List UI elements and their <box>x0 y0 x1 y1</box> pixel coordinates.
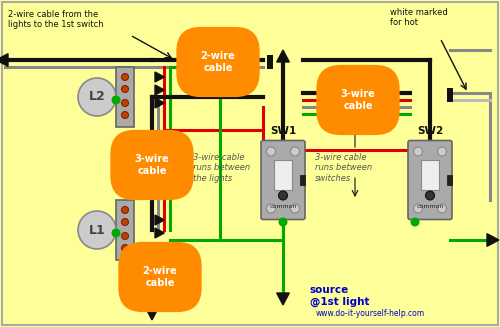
Text: source
@1st light: source @1st light <box>310 285 370 307</box>
Circle shape <box>414 204 422 213</box>
Circle shape <box>410 217 420 227</box>
Circle shape <box>278 191 287 200</box>
Text: common: common <box>416 204 444 209</box>
Circle shape <box>122 218 128 226</box>
Circle shape <box>426 191 434 200</box>
Polygon shape <box>276 293 289 305</box>
Polygon shape <box>155 98 164 108</box>
Text: 2-wire
cable: 2-wire cable <box>142 266 178 288</box>
Circle shape <box>122 85 128 93</box>
Text: 3-wire cable
runs between
the lights: 3-wire cable runs between the lights <box>193 153 250 183</box>
Text: www.do-it-yourself-help.com: www.do-it-yourself-help.com <box>316 309 424 318</box>
Text: 2-wire cable from the
lights to the 1st switch: 2-wire cable from the lights to the 1st … <box>8 10 104 29</box>
Text: SW1: SW1 <box>270 127 296 136</box>
Circle shape <box>266 204 276 213</box>
Polygon shape <box>155 228 164 238</box>
Circle shape <box>122 206 128 214</box>
Text: common: common <box>269 204 297 209</box>
Bar <box>274 160 292 190</box>
Text: 3-wire
cable: 3-wire cable <box>340 89 376 111</box>
Polygon shape <box>155 215 164 225</box>
Bar <box>447 88 453 102</box>
Polygon shape <box>146 253 158 265</box>
Circle shape <box>78 211 116 249</box>
Text: 3-wire cable
runs between
switches: 3-wire cable runs between switches <box>315 153 372 183</box>
Circle shape <box>122 245 128 251</box>
Bar <box>116 67 134 127</box>
Bar <box>300 175 305 185</box>
Circle shape <box>290 204 300 213</box>
Text: SW2: SW2 <box>417 127 443 136</box>
Polygon shape <box>155 85 164 95</box>
Bar <box>227 55 233 69</box>
Polygon shape <box>0 54 8 66</box>
Text: 3-wire
cable: 3-wire cable <box>134 154 170 176</box>
Circle shape <box>78 78 116 116</box>
Circle shape <box>122 99 128 107</box>
Circle shape <box>438 147 446 156</box>
Polygon shape <box>487 234 499 246</box>
Polygon shape <box>276 50 289 62</box>
Circle shape <box>414 147 422 156</box>
Circle shape <box>266 147 276 156</box>
Text: L2: L2 <box>88 91 106 104</box>
Circle shape <box>278 217 287 227</box>
Circle shape <box>122 112 128 118</box>
Polygon shape <box>155 72 164 82</box>
Circle shape <box>112 229 120 237</box>
FancyBboxPatch shape <box>408 141 452 219</box>
Circle shape <box>438 204 446 213</box>
Circle shape <box>112 95 120 105</box>
Text: 2-wire
cable: 2-wire cable <box>200 51 235 73</box>
Bar <box>421 160 439 190</box>
Circle shape <box>122 232 128 239</box>
Bar <box>447 175 452 185</box>
Polygon shape <box>146 308 158 320</box>
Text: L1: L1 <box>88 223 106 236</box>
Circle shape <box>122 74 128 80</box>
FancyBboxPatch shape <box>261 141 305 219</box>
Text: white marked
for hot: white marked for hot <box>390 8 448 27</box>
Circle shape <box>290 147 300 156</box>
Bar <box>116 200 134 260</box>
Bar <box>267 55 273 69</box>
